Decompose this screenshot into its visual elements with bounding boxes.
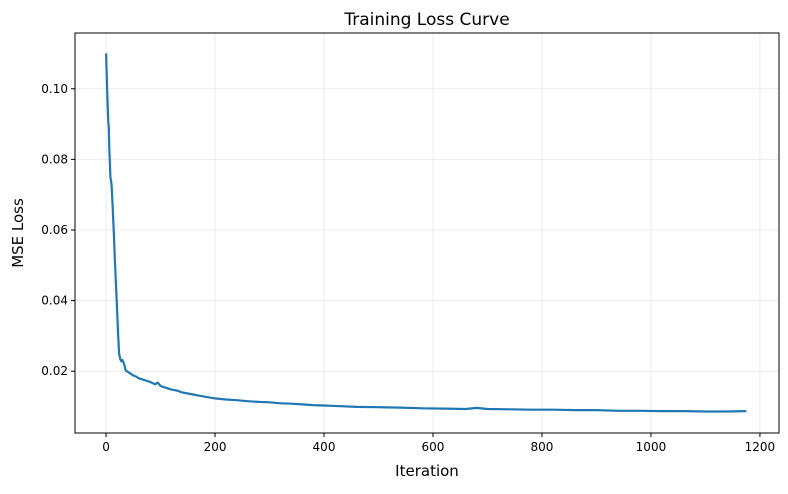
y-tick-label: 0.04 — [41, 294, 68, 308]
x-tick-label: 600 — [422, 440, 445, 454]
x-tick-label: 0 — [102, 440, 110, 454]
loss-line — [105, 53, 747, 413]
y-tick-label: 0.02 — [41, 364, 68, 378]
plot-frame — [74, 32, 780, 434]
x-tick-label: 200 — [204, 440, 227, 454]
x-tick-label: 1200 — [745, 440, 776, 454]
x-tick-label: 1000 — [636, 440, 667, 454]
y-tick-label: 0.08 — [41, 152, 68, 166]
x-axis-label: Iteration — [395, 462, 459, 480]
chart-title: Training Loss Curve — [343, 10, 509, 30]
x-tick-label: 800 — [531, 440, 554, 454]
y-axis-label: MSE Loss — [9, 198, 27, 268]
y-tick-label: 0.10 — [41, 82, 68, 96]
y-tick-label: 0.06 — [41, 223, 68, 237]
x-tick-label: 400 — [313, 440, 336, 454]
